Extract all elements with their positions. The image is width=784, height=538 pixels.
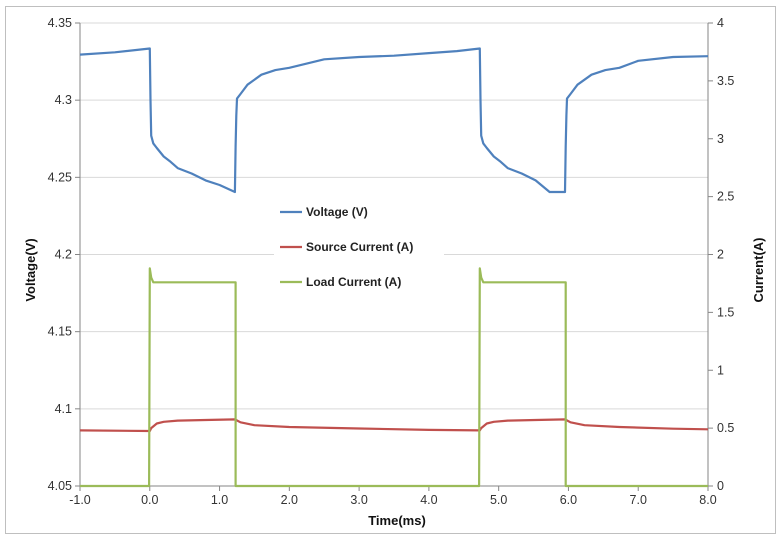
x-tick-label: 3.0 (350, 493, 367, 507)
x-tick-label: 7.0 (630, 493, 647, 507)
legend-entry-label: Load Current (A) (306, 275, 401, 289)
x-tick-label: -1.0 (69, 493, 91, 507)
y-tick-label-left: 4.1 (55, 402, 72, 416)
y-tick-label-left: 4.05 (48, 479, 72, 493)
tick-labels: 4.05 4.1 4.15 4.2 4.25 4.3 4.35 0 0.5 1 1.5 2 2.5 3 3.… (48, 16, 735, 507)
y-tick-label-right: 1.5 (717, 305, 734, 319)
y-tick-label-left: 4.3 (55, 93, 72, 107)
series-line-1 (79, 47, 709, 194)
x-tick-label: 0.0 (141, 493, 158, 507)
series-line-3 (80, 267, 708, 488)
grid-lines (80, 22, 708, 410)
y-axis-title-right: Current(A) (751, 238, 766, 303)
legend-entry-label: Voltage (V) (306, 205, 368, 219)
y-tick-label-right: 3 (717, 132, 724, 146)
y-tick-label-left: 4.15 (48, 325, 72, 339)
y-tick-label-right: 3.5 (717, 74, 734, 88)
x-tick-label: 4.0 (420, 493, 437, 507)
chart-border (5, 6, 776, 534)
y-tick-label-left: 4.35 (48, 16, 72, 30)
series-line-2 (79, 418, 709, 433)
x-axis-title: Time(ms) (368, 513, 426, 528)
y-tick-label-right: 4 (717, 16, 724, 30)
y-tick-label-left: 4.2 (55, 248, 72, 262)
y-tick-label-right: 2 (717, 248, 724, 262)
y-tick-label-right: 2.5 (717, 190, 734, 204)
legend-background (274, 198, 444, 296)
legend: Voltage (V) Source Current (A) Load Curren… (274, 198, 444, 296)
x-tick-label: 8.0 (699, 493, 716, 507)
x-tick-label: 5.0 (490, 493, 507, 507)
x-tick-label: 1.0 (211, 493, 228, 507)
y-tick-label-left: 4.25 (48, 170, 72, 184)
series-layer (79, 47, 709, 488)
y-axis-title-left: Voltage(V) (23, 238, 38, 301)
x-tick-label: 2.0 (281, 493, 298, 507)
y-tick-label-right: 0.5 (717, 421, 734, 435)
x-tick-label: 6.0 (560, 493, 577, 507)
y-tick-label-right: 1 (717, 363, 724, 377)
legend-entry-label: Source Current (A) (306, 240, 413, 254)
y-tick-label-right: 0 (717, 479, 724, 493)
